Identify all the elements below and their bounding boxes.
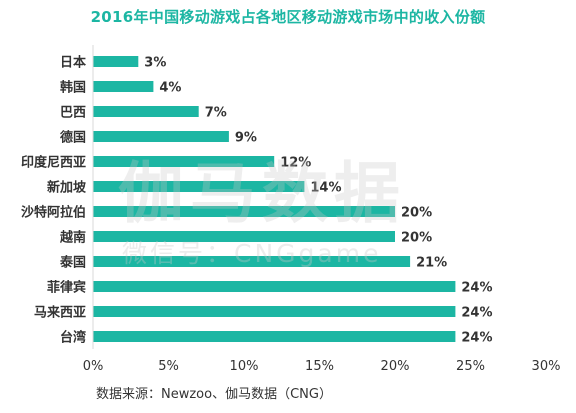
- bar-3: [93, 131, 229, 142]
- category-label: 沙特阿拉伯: [21, 205, 86, 221]
- category-label: 新加坡: [47, 180, 87, 196]
- category-label: 台湾: [60, 330, 86, 346]
- x-axis-layer: 0% 5% 10% 15% 20% 25% 30%: [83, 45, 561, 374]
- category-label: 马来西亚: [34, 305, 86, 321]
- value-label: 7%: [205, 106, 227, 121]
- x-tick-label: 20%: [381, 359, 410, 374]
- x-tick-label: 5%: [158, 359, 179, 374]
- bar-6: [93, 206, 395, 217]
- watermark-logo: 伽马数据: [118, 155, 406, 232]
- bars-layer: [93, 56, 456, 342]
- value-label: 12%: [280, 156, 311, 171]
- value-label: 20%: [401, 206, 432, 221]
- value-label: 24%: [461, 281, 492, 296]
- x-tick-label: 30%: [532, 359, 561, 374]
- bar-4: [93, 156, 275, 167]
- x-tick-label: 0%: [83, 359, 104, 374]
- category-label: 日本: [60, 55, 86, 71]
- x-tick-label: 25%: [456, 359, 485, 374]
- bar-10: [93, 306, 456, 317]
- bar-7: [93, 231, 395, 242]
- bar-0: [93, 56, 139, 67]
- bar-11: [93, 331, 456, 342]
- value-label: 24%: [461, 331, 492, 346]
- x-tick-label: 10%: [230, 359, 259, 374]
- category-label: 巴西: [60, 106, 86, 121]
- category-label: 泰国: [59, 255, 86, 271]
- bar-8: [93, 256, 411, 267]
- watermark-wechat-id: 微信号：CNGgame: [122, 239, 382, 268]
- value-labels-layer: 3% 4% 7% 9% 12% 14% 20% 20% 21% 24% 24% 24%: [144, 56, 492, 346]
- x-tick-label: 15%: [305, 359, 334, 374]
- bar-9: [93, 281, 456, 292]
- value-label: 21%: [416, 256, 447, 271]
- category-label: 韩国: [60, 80, 86, 96]
- value-label: 24%: [461, 306, 492, 321]
- category-label: 德国: [60, 130, 86, 146]
- source-note: 数据来源：Newzoo、伽马数据（CNG）: [96, 387, 332, 402]
- category-label: 印度尼西亚: [21, 155, 86, 171]
- bar-1: [93, 81, 154, 92]
- value-label: 4%: [159, 81, 181, 96]
- bar-5: [93, 181, 305, 192]
- value-label: 20%: [401, 231, 432, 246]
- chart-title: 2016年中国移动游戏占各地区移动游戏市场中的收入份额: [90, 8, 486, 26]
- category-label: 菲律宾: [47, 280, 86, 296]
- bar-2: [93, 106, 199, 117]
- category-label: 越南: [59, 230, 86, 246]
- value-label: 14%: [310, 181, 341, 196]
- value-label: 9%: [235, 131, 257, 146]
- value-label: 3%: [144, 56, 166, 71]
